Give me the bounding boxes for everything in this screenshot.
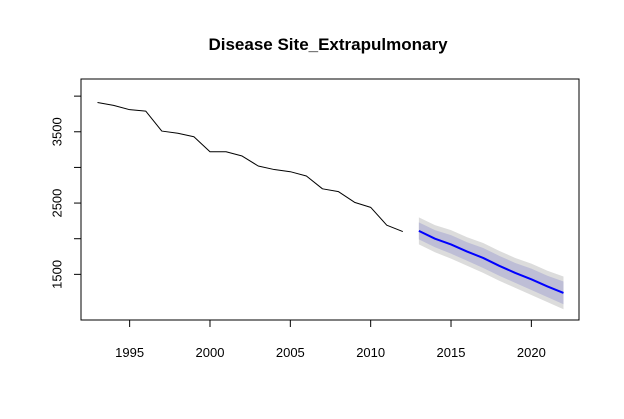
y-tick-label-3500: 3500 — [49, 117, 64, 146]
x-tick-label-2010: 2010 — [356, 345, 385, 360]
series-lines — [97, 102, 564, 294]
forecast-bands — [418, 217, 564, 310]
x-tick-label-2000: 2000 — [196, 345, 225, 360]
axes: 1995 2000 2005 2010 2015 2020 1500 2500 3500 — [49, 95, 546, 360]
x-tick-label-2020: 2020 — [517, 345, 546, 360]
series-line-observed — [97, 102, 403, 233]
series-line-forecast — [418, 229, 564, 294]
plot-frame — [80, 78, 580, 321]
y-tick-label-1500: 1500 — [49, 260, 64, 289]
y-tick-label-2500: 2500 — [49, 189, 64, 218]
band-80 — [418, 222, 564, 305]
chart-title: Disease Site_Extrapulmonary — [208, 35, 448, 54]
x-tick-label-1995: 1995 — [115, 345, 144, 360]
x-tick-label-2015: 2015 — [437, 345, 466, 360]
x-tick-label-2005: 2005 — [276, 345, 305, 360]
